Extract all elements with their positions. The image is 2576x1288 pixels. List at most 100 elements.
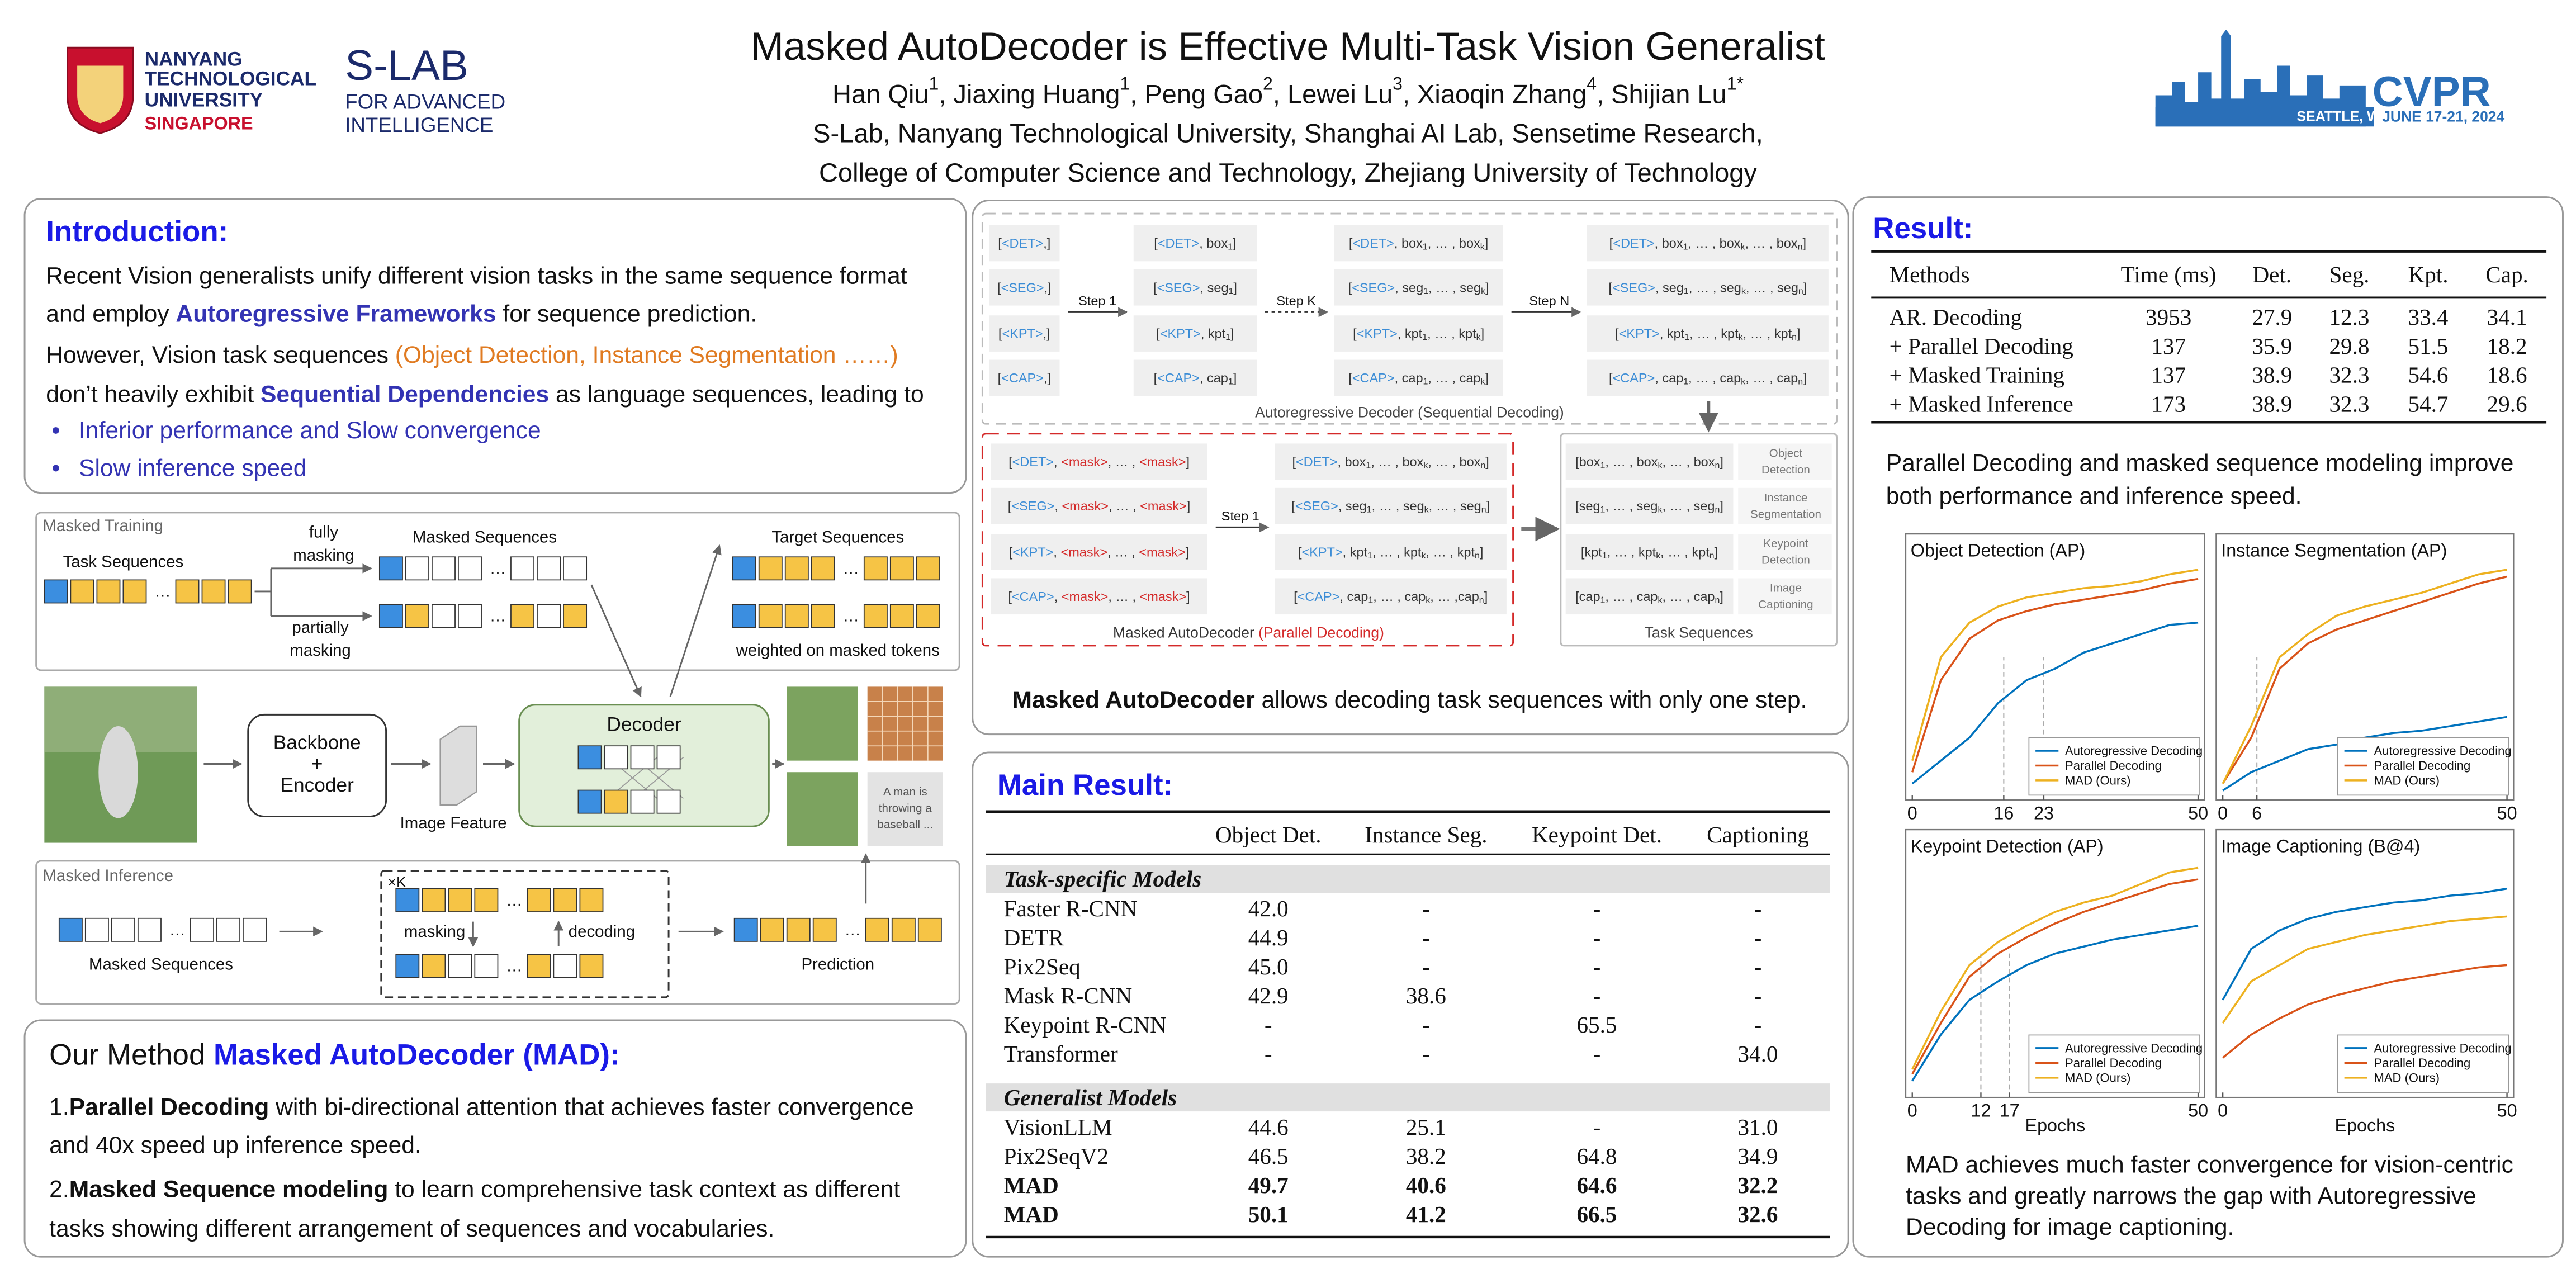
text-span: , … , seg — [1428, 280, 1481, 295]
text-span: ] — [1485, 371, 1489, 385]
token-cell — [1275, 578, 1507, 615]
x-tick-label: 50 — [2497, 803, 2517, 823]
x-tick-label: 50 — [2188, 1101, 2208, 1121]
token-sequence: [<SEG>, <mask>, … , <mask>] — [1008, 499, 1191, 513]
diagram-label: Target Sequences — [771, 528, 904, 546]
text-span: , … , cap — [1428, 371, 1480, 385]
text-span: [ — [1294, 589, 1298, 604]
series-line — [1911, 569, 2199, 761]
table-cell: DETR — [1004, 925, 1064, 950]
series-line — [1911, 577, 2199, 773]
token-square — [916, 604, 940, 628]
token-sequence: [<KPT>,] — [998, 326, 1050, 341]
caption-text: throwing a — [879, 802, 932, 815]
text-span: n — [1715, 595, 1720, 605]
text-span: 1 — [1229, 286, 1234, 296]
slab-logo-text: S-LAB — [345, 42, 468, 89]
token-square — [916, 556, 940, 581]
token-square — [758, 604, 783, 628]
token-square — [201, 579, 226, 604]
text-span: , kpt — [1660, 326, 1685, 341]
table-cell: 51.5 — [2408, 333, 2449, 359]
section-heading: Result: — [1873, 212, 1973, 245]
photo-figure — [98, 726, 138, 818]
text-span: 1 — [1683, 377, 1688, 386]
table-cell: - — [1593, 1114, 1601, 1140]
text-span: [ — [1153, 280, 1157, 295]
text-span: <mask> — [1139, 454, 1186, 469]
token-cell — [991, 443, 1208, 480]
text-span: Masked Sequence modeling — [69, 1176, 389, 1203]
token-square — [58, 917, 83, 942]
text-span: , … , box — [1428, 236, 1480, 250]
text-span: , … , kpt — [1426, 544, 1475, 559]
text-span: [ — [1008, 499, 1012, 513]
table-cell: 54.6 — [2408, 362, 2449, 388]
token-sequence: [<DET>,] — [998, 236, 1050, 250]
text-span: , … , box — [1745, 236, 1798, 250]
token-square — [96, 579, 121, 604]
text-span: 1 — [1367, 505, 1372, 514]
token-square — [758, 556, 783, 581]
token-cell — [1275, 443, 1507, 480]
table-cell: - — [1593, 1041, 1601, 1067]
diagram-label: Image Feature — [400, 814, 507, 832]
series-line — [2222, 915, 2507, 1024]
token-cell — [991, 578, 1208, 615]
text-span: ] — [1230, 326, 1234, 341]
text-span: , … , seg — [1372, 499, 1424, 513]
token-sequence: [box1, … , boxk, … , boxn] — [1575, 454, 1723, 470]
text-span: Masked AutoDecoder — [1113, 624, 1258, 641]
text-span: <SEG> — [1011, 499, 1054, 513]
text-span: , … , cap — [1745, 371, 1798, 385]
token-square — [190, 917, 214, 942]
panel — [23, 198, 967, 494]
text-span: , Jiaxing Huang — [939, 79, 1120, 108]
table-cell: 49.7 — [1248, 1172, 1289, 1198]
panel — [1852, 196, 2564, 1258]
text-span: n — [1798, 286, 1803, 296]
text-span: <mask> — [1139, 544, 1186, 559]
text-span: 3 — [1393, 74, 1403, 94]
encoder-box — [247, 713, 387, 818]
group-band — [986, 1083, 1830, 1112]
series-line — [1911, 925, 2199, 1082]
text-span: and 40x speed up inference speed. — [49, 1131, 422, 1158]
token-sequence: [<CAP>, <mask>, … , <mask>] — [1008, 589, 1190, 604]
authors: Han Qiu1, Jiaxing Huang1, Peng Gao2, Lew… — [832, 74, 1744, 108]
x-tick-label: 0 — [1907, 803, 1917, 823]
text-span: <SEG> — [1157, 280, 1200, 295]
task-label-bg — [1738, 534, 1832, 570]
table-cell: 31.0 — [1738, 1114, 1778, 1140]
text-span: <KPT> — [1619, 326, 1660, 341]
token-square — [630, 789, 655, 814]
token-square — [733, 917, 758, 942]
text-span: ] — [1233, 371, 1237, 385]
text-span: 1 — [1366, 461, 1371, 470]
token-square — [577, 745, 602, 770]
text-span: , kpt — [1398, 326, 1423, 341]
token-square — [812, 917, 837, 942]
legend-label: MAD (Ours) — [2374, 773, 2440, 787]
text-span: 1 — [929, 74, 939, 94]
legend-label: Autoregressive Decoding — [2065, 744, 2203, 758]
table-header: Kpt. — [2408, 262, 2449, 287]
table-cell: - — [1265, 1041, 1272, 1067]
text-span: , seg — [1395, 280, 1423, 295]
table-cell: 64.8 — [1577, 1143, 1617, 1169]
token-sequence: [<KPT>, kpt1, … , kptk, … , kptn] — [1615, 326, 1800, 342]
table-cell: 33.4 — [2408, 304, 2449, 330]
text-span: <CAP> — [1352, 371, 1395, 385]
token-sequence: [<KPT>, <mask>, … , <mask>] — [1009, 544, 1190, 559]
step-label: Step 1 — [1221, 509, 1259, 523]
token-square — [243, 917, 267, 942]
text-span: k — [1741, 286, 1746, 296]
text-span: n — [1479, 595, 1484, 605]
table-cell: 66.5 — [1577, 1201, 1617, 1227]
token-square — [656, 789, 681, 814]
paragraph-line: and employ Autoregressive Frameworks for… — [46, 300, 757, 327]
text-span: n — [1710, 551, 1715, 561]
text-span: <CAP> — [1001, 371, 1044, 385]
text-span: k — [1476, 333, 1481, 342]
